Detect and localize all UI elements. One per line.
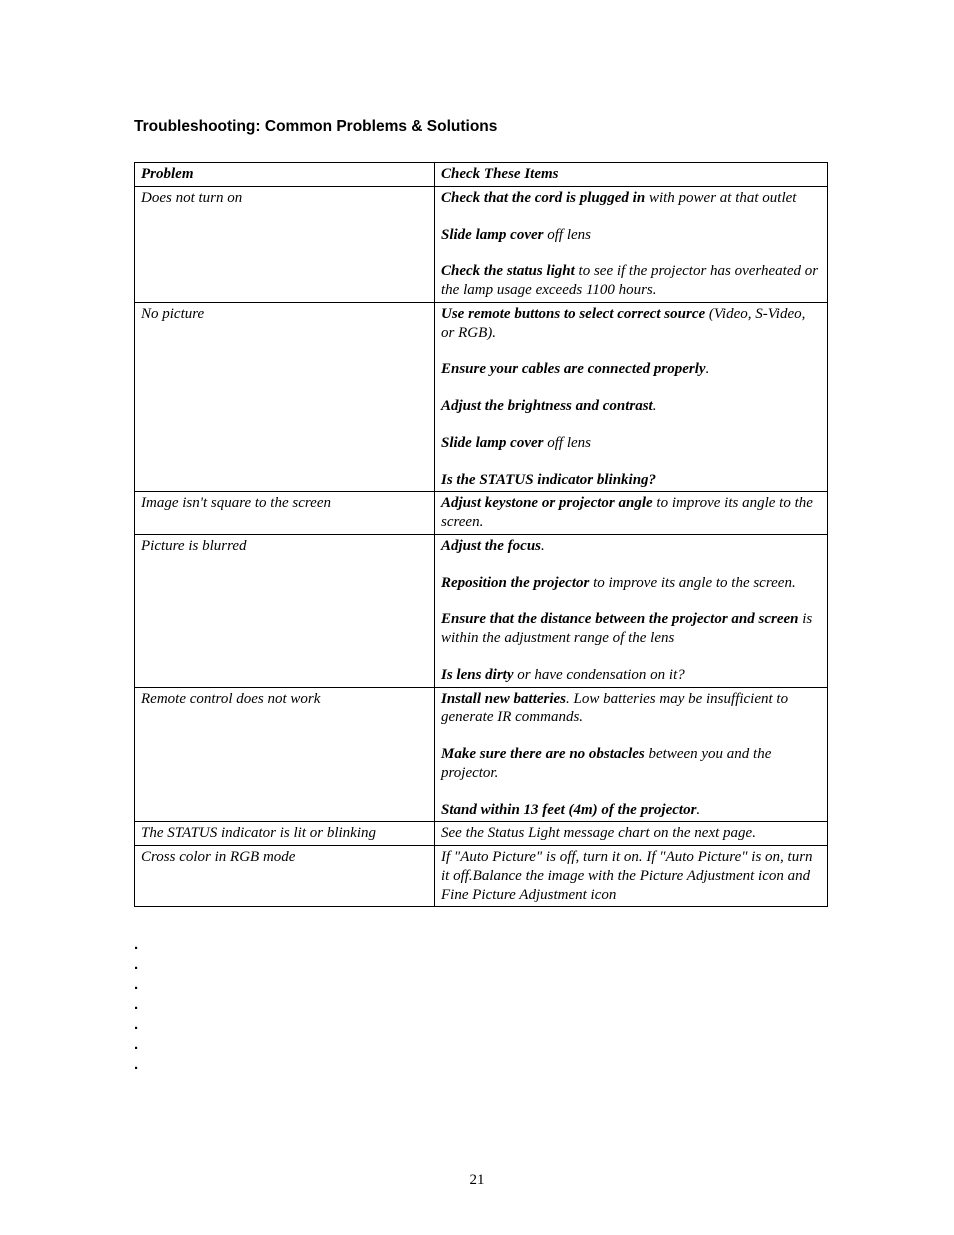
bullet-dot: . <box>134 995 824 1015</box>
check-item: Is lens dirty or have condensation on it… <box>441 666 821 685</box>
problem-cell: Picture is blurred <box>135 534 435 687</box>
bullet-dot: . <box>134 1015 824 1035</box>
check-cell: If "Auto Picture" is off, turn it on. If… <box>435 846 828 907</box>
check-cell: Check that the cord is plugged in with p… <box>435 186 828 302</box>
table-row: Cross color in RGB modeIf "Auto Picture"… <box>135 846 828 907</box>
check-item: Adjust the brightness and contrast. <box>441 397 821 416</box>
problem-cell: Cross color in RGB mode <box>135 846 435 907</box>
check-item: Use remote buttons to select correct sou… <box>441 305 821 343</box>
check-item: Slide lamp cover off lens <box>441 226 821 245</box>
check-item: Check that the cord is plugged in with p… <box>441 189 821 208</box>
table-header-row: Problem Check These Items <box>135 163 828 187</box>
col-header-check: Check These Items <box>435 163 828 187</box>
check-item: Install new batteries. Low batteries may… <box>441 690 821 728</box>
check-cell: Use remote buttons to select correct sou… <box>435 302 828 492</box>
troubleshooting-table: Problem Check These Items Does not turn … <box>134 162 828 907</box>
check-item: See the Status Light message chart on th… <box>441 824 821 843</box>
table-row: The STATUS indicator is lit or blinking S… <box>135 822 828 846</box>
check-cell: See the Status Light message chart on th… <box>435 822 828 846</box>
check-item: Slide lamp cover off lens <box>441 434 821 453</box>
table-row: Image isn't square to the screenAdjust k… <box>135 492 828 535</box>
check-item: If "Auto Picture" is off, turn it on. If… <box>441 848 821 904</box>
check-item: Ensure your cables are connected properl… <box>441 360 821 379</box>
table-row: Does not turn on Check that the cord is p… <box>135 186 828 302</box>
problem-cell: No picture <box>135 302 435 492</box>
check-item: Make sure there are no obstacles between… <box>441 745 821 783</box>
check-cell: Adjust keystone or projector angle to im… <box>435 492 828 535</box>
table-row: Remote control does not workInstall new … <box>135 687 828 822</box>
problem-cell: Image isn't square to the screen <box>135 492 435 535</box>
page-heading: Troubleshooting: Common Problems & Solut… <box>134 118 824 136</box>
bullet-dot: . <box>134 935 824 955</box>
bullet-dot: . <box>134 975 824 995</box>
problem-cell: Remote control does not work <box>135 687 435 822</box>
check-item: Ensure that the distance between the pro… <box>441 610 821 648</box>
check-item: Reposition the projector to improve its … <box>441 574 821 593</box>
table-row: No pictureUse remote buttons to select c… <box>135 302 828 492</box>
check-item: Check the status light to see if the pro… <box>441 262 821 300</box>
problem-cell: The STATUS indicator is lit or blinking <box>135 822 435 846</box>
check-item: Is the STATUS indicator blinking? <box>441 471 821 490</box>
table-row: Picture is blurred Adjust the focus. Repos… <box>135 534 828 687</box>
check-cell: Install new batteries. Low batteries may… <box>435 687 828 822</box>
check-cell: Adjust the focus. Reposition the projecto… <box>435 534 828 687</box>
check-item: Adjust the focus. <box>441 537 821 556</box>
page: Troubleshooting: Common Problems & Solut… <box>0 0 954 1235</box>
bullet-dot: . <box>134 1055 824 1075</box>
col-header-problem: Problem <box>135 163 435 187</box>
check-item: Adjust keystone or projector angle to im… <box>441 494 821 532</box>
check-item: Stand within 13 feet (4m) of the project… <box>441 801 821 820</box>
bullet-dot: . <box>134 955 824 975</box>
bullet-dot: . <box>134 1035 824 1055</box>
page-number: 21 <box>0 1172 954 1189</box>
problem-cell: Does not turn on <box>135 186 435 302</box>
bullet-placeholders: ....... <box>134 935 824 1075</box>
